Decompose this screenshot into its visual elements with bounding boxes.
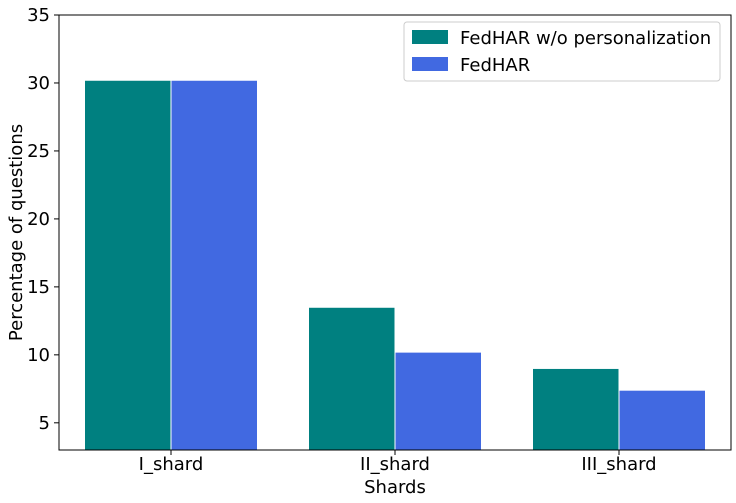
y-tick-label: 10	[27, 345, 50, 366]
bar-III_shard-series-1	[532, 367, 620, 451]
y-tick-label: 15	[27, 277, 50, 298]
x-tick-label: III_shard	[581, 454, 656, 475]
x-axis-ticks: I_shard II_shard III_shard	[139, 450, 657, 475]
x-tick-label: II_shard	[360, 454, 430, 475]
y-tick-label: 25	[27, 141, 50, 162]
bar-I_shard-series-1	[84, 79, 172, 451]
legend-swatch	[412, 57, 448, 71]
legend-swatch	[412, 30, 448, 44]
legend-box	[403, 21, 721, 82]
bar-II_shard-series-1	[308, 306, 396, 451]
y-axis-title: Percentage of questions	[6, 124, 27, 341]
legend: FedHAR w/o personalization FedHAR	[403, 21, 721, 82]
x-tick-label: I_shard	[139, 454, 204, 475]
y-tick-label: 5	[39, 413, 50, 434]
y-tick-label: 30	[27, 73, 50, 94]
bars-layer	[84, 79, 706, 451]
legend-label: FedHAR w/o personalization	[460, 28, 711, 49]
y-tick-label: 20	[27, 209, 50, 230]
y-tick-label: 35	[27, 5, 50, 26]
y-axis-ticks: 5 10 15 20 25 30 35	[27, 5, 59, 434]
bar-II_shard-series-2	[394, 351, 482, 451]
legend-label: FedHAR	[460, 55, 530, 76]
bar-I_shard-series-2	[170, 79, 258, 451]
bar-III_shard-series-2	[618, 389, 706, 451]
plot-frame	[58, 14, 732, 451]
x-axis-title: Shards	[364, 477, 426, 498]
